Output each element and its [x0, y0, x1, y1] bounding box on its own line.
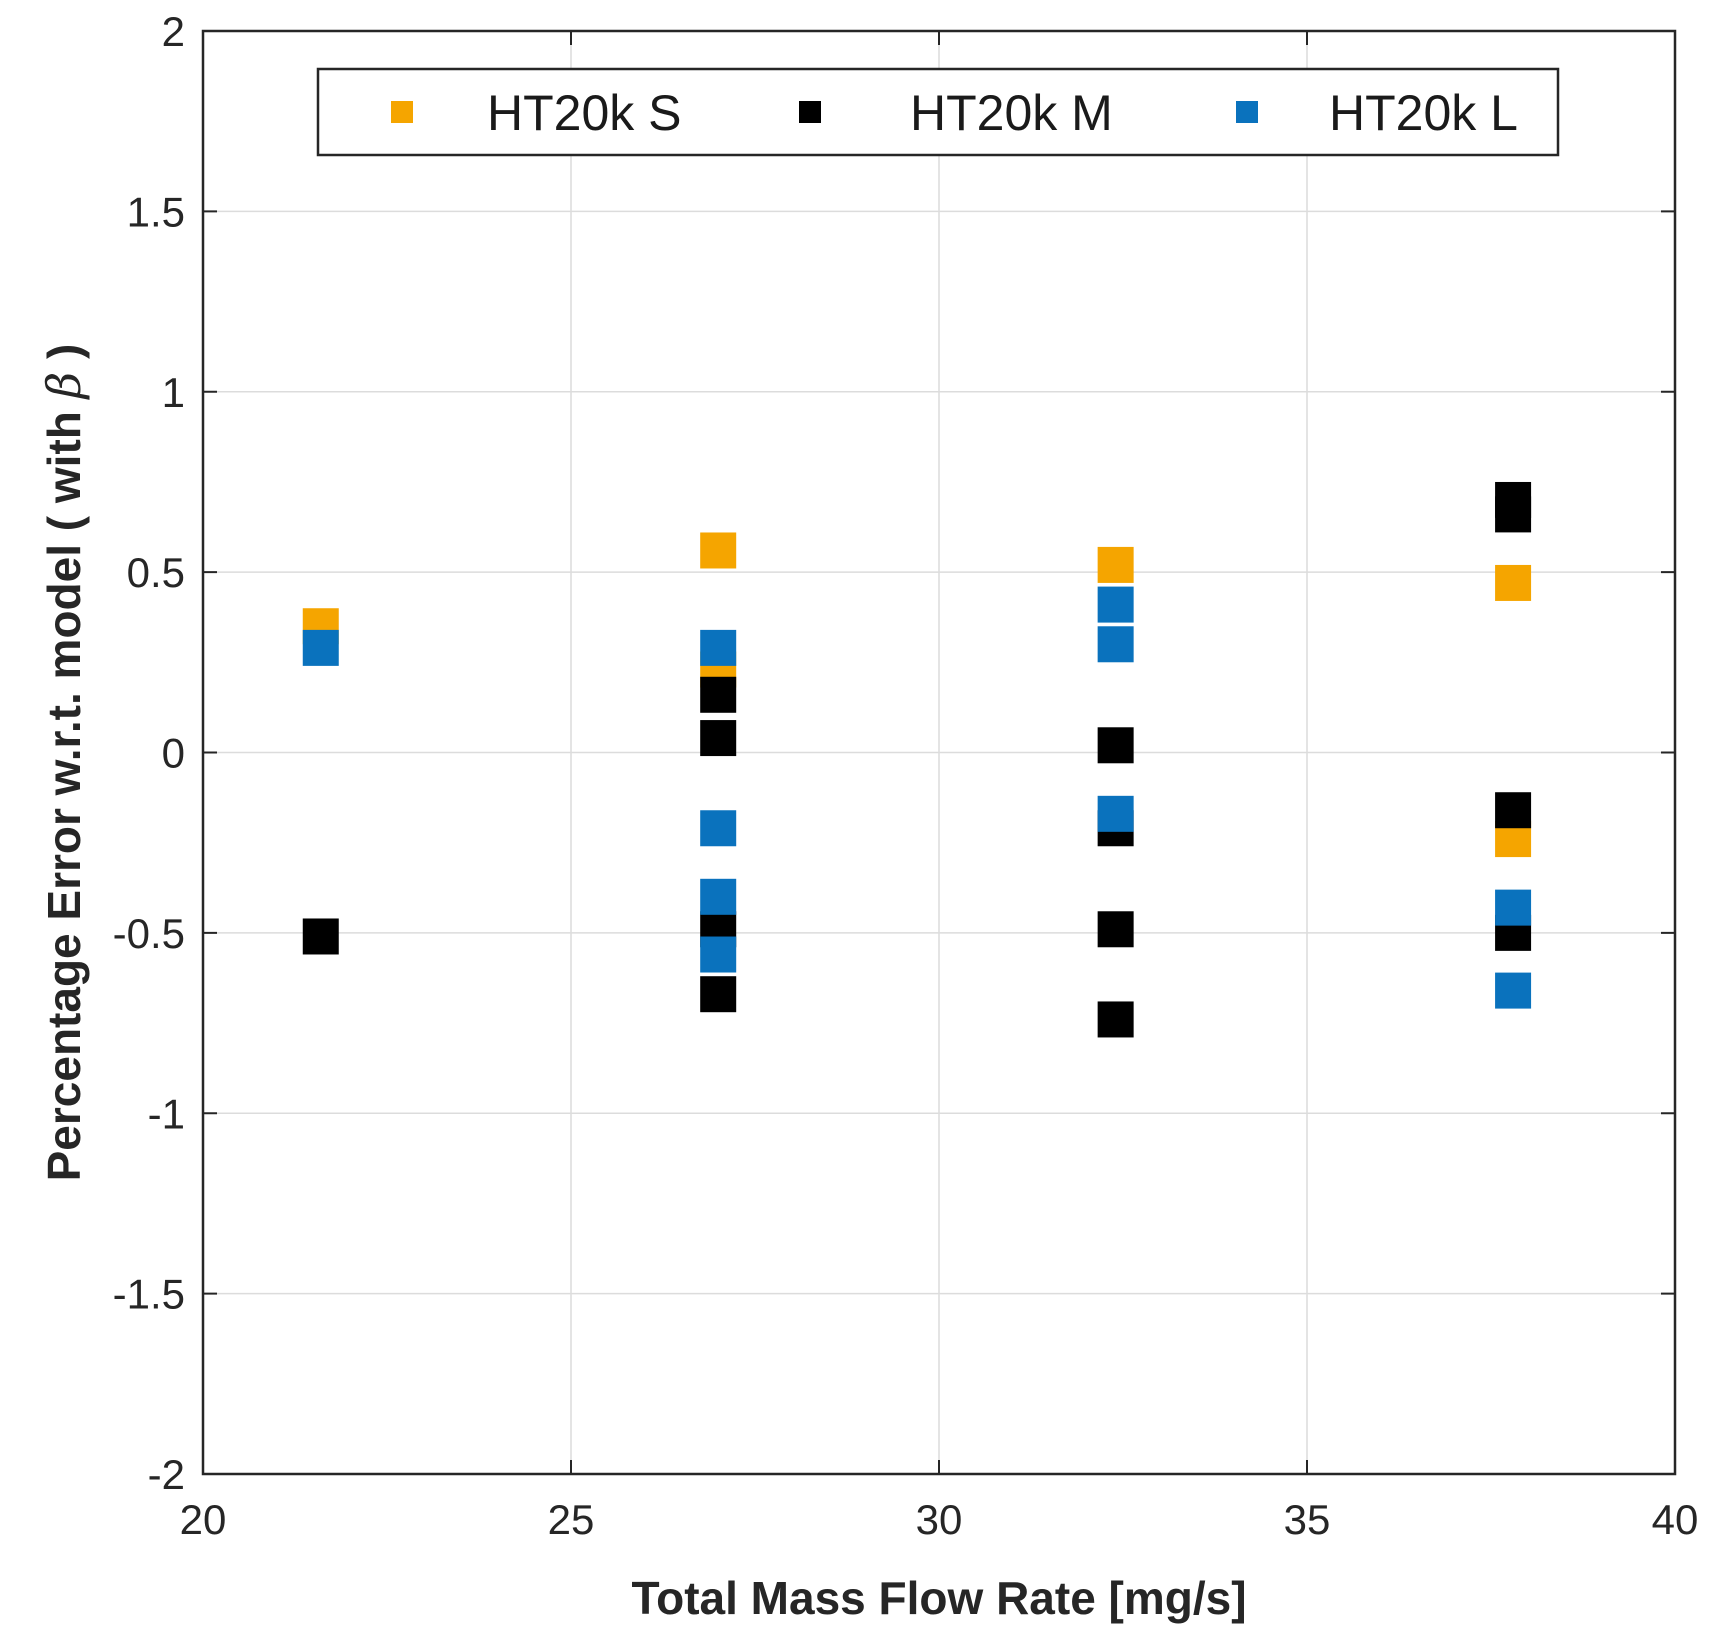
tick-labels: 20 25 30 35 40 -2 -1.5 -1 -0.5 0 0.5 1 1.5 2 — [113, 8, 1699, 1543]
data-point — [1495, 496, 1532, 533]
y-tick-label: 1.5 — [127, 188, 185, 235]
x-tick-label: 20 — [180, 1496, 227, 1543]
data-point — [700, 532, 737, 569]
legend-marker — [1236, 101, 1258, 123]
data-point — [1495, 889, 1532, 926]
data-point — [1097, 1001, 1134, 1038]
data-point — [1495, 972, 1532, 1009]
data-point — [700, 878, 737, 915]
data-point — [1097, 727, 1134, 764]
x-tick-label: 25 — [548, 1496, 595, 1543]
y-axis-title-symbol: β — [37, 372, 91, 401]
y-tick-label: -1.5 — [113, 1271, 185, 1318]
data-point — [700, 810, 737, 847]
x-tick-label: 40 — [1652, 1496, 1699, 1543]
data-point — [1097, 911, 1134, 948]
legend-label: HT20k M — [910, 85, 1113, 141]
data-point — [1097, 626, 1134, 663]
data-point — [1495, 564, 1532, 601]
data-point — [700, 629, 737, 666]
y-tick-label: -1 — [148, 1090, 185, 1137]
data-point — [302, 629, 339, 666]
data-point — [700, 936, 737, 973]
legend-label: HT20k L — [1329, 85, 1518, 141]
x-axis-title: Total Mass Flow Rate [mg/s] — [631, 1572, 1246, 1624]
legend-box — [316, 67, 1560, 157]
y-axis-title: Percentage Error w.r.t. model ( with β ) — [37, 344, 91, 1182]
data-point — [700, 976, 737, 1013]
x-tick-label: 30 — [916, 1496, 963, 1543]
y-axis-title-text: Percentage Error w.r.t. model ( with — [38, 398, 90, 1181]
series-3 — [302, 586, 1532, 1009]
y-tick-label: 0.5 — [127, 549, 185, 596]
data-point — [302, 918, 339, 955]
data-point — [1495, 792, 1532, 829]
y-tick-label: -0.5 — [113, 910, 185, 957]
data-point — [1097, 795, 1134, 832]
legend-marker — [391, 101, 413, 123]
y-axis-title-suffix: ) — [38, 344, 90, 372]
data-point — [700, 676, 737, 713]
y-tick-label: -2 — [148, 1451, 185, 1498]
data-point — [1097, 586, 1134, 623]
y-tick-label: 1 — [162, 369, 185, 416]
legend-label: HT20k S — [487, 85, 682, 141]
data-point — [1097, 546, 1134, 583]
y-tick-label: 0 — [162, 730, 185, 777]
legend: HT20k S HT20k M HT20k L — [316, 67, 1560, 157]
data-marks — [302, 481, 1532, 1038]
x-tick-label: 35 — [1284, 1496, 1331, 1543]
legend-marker — [799, 101, 821, 123]
data-point — [700, 720, 737, 757]
y-tick-label: 2 — [162, 8, 185, 55]
